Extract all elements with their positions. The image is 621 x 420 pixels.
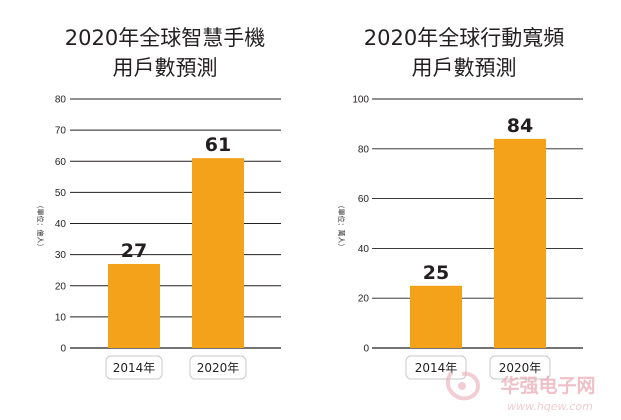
chart-left-title-line-1: 2020年全球智慧手機 — [65, 26, 265, 50]
watermark-logo-icon — [445, 370, 481, 401]
right-y-tick-label: 100 — [352, 95, 369, 106]
chart-right-y-ticks: 0 20 40 60 80 100 — [352, 95, 369, 355]
watermark: 华强电子网 www.hqew.com — [445, 370, 596, 413]
chart-left-y-ticks: 0 10 20 30 40 50 60 70 80 — [55, 95, 67, 355]
chart-left-bars — [108, 158, 244, 348]
left-y-tick-label: 40 — [55, 219, 67, 230]
chart-right-y-axis-label: （單位：萬人） — [337, 202, 346, 251]
right-x-label-box — [489, 355, 551, 380]
chart-right-x-labels: 2014年 2020年 — [405, 355, 551, 380]
left-x-label-pill: 2014年 — [105, 355, 163, 380]
chart-left-y-axis-label: （單位：億人） — [36, 202, 45, 251]
left-y-tick-label: 0 — [60, 344, 66, 355]
right-y-tick-label: 40 — [358, 244, 370, 255]
left-y-tick-label: 20 — [55, 281, 67, 292]
right-bar — [410, 285, 462, 348]
chart-right-gridlines — [372, 98, 583, 349]
chart-right-bars — [410, 138, 546, 348]
left-x-label-box — [189, 355, 247, 380]
chart-left-data-labels: 27 61 — [121, 134, 231, 262]
left-y-tick-label: 70 — [55, 126, 67, 137]
right-y-tick-label: 0 — [363, 344, 369, 355]
left-bar — [108, 263, 160, 348]
left-y-tick-label: 10 — [55, 312, 67, 323]
left-x-label: 2014年 — [113, 361, 156, 375]
right-x-label: 2014年 — [415, 361, 458, 375]
left-x-label: 2020年 — [197, 361, 240, 375]
left-bar — [192, 158, 244, 348]
left-x-label-box — [105, 355, 163, 380]
chart-left-x-labels: 2014年 2020年 — [105, 355, 247, 380]
chart-right-title-line-2: 用戶數預測 — [412, 56, 517, 80]
left-x-label-pill: 2020年 — [189, 355, 247, 380]
right-bar — [494, 138, 546, 348]
chart-left-gridlines — [70, 98, 281, 349]
right-y-tick-label: 80 — [358, 144, 370, 155]
left-y-tick-label: 30 — [55, 250, 67, 261]
chart-right-title-line-1: 2020年全球行動寬頻 — [364, 26, 564, 50]
left-y-tick-label: 80 — [55, 95, 67, 106]
right-x-label-pill: 2014年 — [405, 355, 467, 380]
right-y-tick-label: 20 — [358, 294, 370, 305]
watermark-url: www.hqew.com — [507, 400, 593, 413]
left-bar-value-label: 27 — [121, 240, 147, 262]
left-y-tick-label: 50 — [55, 188, 67, 199]
chart-left-title-line-2: 用戶數預測 — [113, 56, 218, 80]
chart-left: 2020年全球智慧手機 用戶數預測 （單位：億人） 0 10 20 30 40 50 60 7… — [36, 26, 281, 380]
right-y-tick-label: 60 — [358, 194, 370, 205]
watermark-brand: 华强电子网 — [500, 374, 595, 397]
right-bar-value-label: 25 — [423, 262, 449, 284]
right-x-label: 2020年 — [499, 361, 542, 375]
chart-right: 2020年全球行動寬頻 用戶數預測 （單位：萬人） 0 20 40 60 80 100 2… — [337, 26, 583, 380]
left-y-tick-label: 60 — [55, 157, 67, 168]
right-bar-value-label: 84 — [507, 115, 533, 137]
chart-right-data-labels: 25 84 — [423, 115, 533, 284]
right-x-label-pill: 2020年 — [489, 355, 551, 380]
left-bar-value-label: 61 — [205, 134, 231, 156]
